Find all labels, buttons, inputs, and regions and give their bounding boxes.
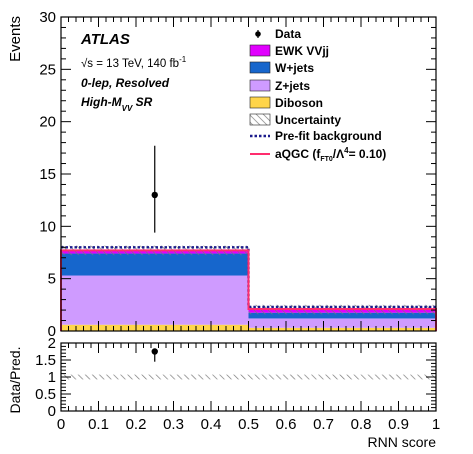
y-tick-label: 15 bbox=[39, 166, 56, 183]
svg-text:Uncertainty: Uncertainty bbox=[275, 113, 341, 127]
legend-swatch-ewk bbox=[249, 44, 271, 57]
main-ticks: 0 5 10 15 20 25 30 bbox=[39, 9, 437, 340]
legend-swatch-zjets bbox=[249, 79, 271, 92]
legend-entry-prefit: Pre-fit background bbox=[250, 129, 382, 143]
x-tick-label: 0.8 bbox=[351, 416, 372, 433]
channel-label: 0-lep, Resolved bbox=[81, 76, 170, 90]
bar-zjets-bin2 bbox=[248, 318, 436, 328]
x-tick-label: 0.3 bbox=[163, 416, 184, 433]
y-axis-label: Events bbox=[7, 16, 24, 62]
svg-text:Diboson: Diboson bbox=[275, 96, 323, 110]
data-point-1 bbox=[151, 145, 158, 233]
main-marks bbox=[60, 145, 437, 331]
y-tick-label: 25 bbox=[39, 61, 56, 78]
legend-entry-aqgc: aQGC (fFT0/Λ4= 0.10) bbox=[250, 146, 386, 163]
bar-wjets-bin1 bbox=[61, 253, 249, 276]
bar-diboson-bin2 bbox=[248, 327, 436, 331]
ratio-uncertainty-band bbox=[61, 374, 436, 380]
ratio-y-axis-label: Data/Pred. bbox=[7, 347, 23, 414]
svg-text:EWK VVjj: EWK VVjj bbox=[275, 44, 329, 58]
svg-text:Data: Data bbox=[275, 27, 301, 41]
bar-zjets-bin1 bbox=[61, 275, 249, 325]
ratio-y-tick-label: 1.5 bbox=[35, 352, 56, 369]
svg-text:Z+jets: Z+jets bbox=[275, 79, 310, 93]
ratio-marks bbox=[61, 348, 436, 380]
y-tick-label: 20 bbox=[39, 114, 56, 131]
x-tick-label: 0.6 bbox=[276, 416, 297, 433]
x-tick-label: 0.7 bbox=[313, 416, 334, 433]
ratio-y-tick-label: 1 bbox=[48, 369, 56, 386]
x-tick-label: 0.2 bbox=[126, 416, 147, 433]
ratio-panel: 00.511.520 0.1 0.2 0.3 0.4 0.5 0.6 0.7 0.8 0.9 1 D… bbox=[7, 335, 440, 450]
ratio-y-tick-label: 0 bbox=[48, 403, 56, 420]
bar-diboson-bin1 bbox=[61, 324, 249, 331]
legend-swatch-uncertainty bbox=[249, 113, 271, 126]
legend-swatch-wjets bbox=[249, 61, 271, 74]
svg-text:aQGC (fFT0/Λ4= 0.10): aQGC (fFT0/Λ4= 0.10) bbox=[275, 146, 386, 163]
legend: Data EWK VVjj W+jets Z+jets Diboson Unce… bbox=[249, 27, 386, 163]
x-tick-label: 0.5 bbox=[238, 416, 259, 433]
x-tick-label: 1 bbox=[432, 416, 440, 433]
energy-lumi-label: √s = 13 TeV, 140 fb-1 bbox=[81, 55, 187, 70]
region-label: High-MVV SR bbox=[81, 95, 153, 113]
x-tick-label: 0.9 bbox=[388, 416, 409, 433]
legend-entry-uncertainty: Uncertainty bbox=[249, 113, 341, 127]
ratio-point-1 bbox=[151, 348, 158, 362]
y-tick-label: 30 bbox=[39, 9, 56, 26]
y-tick-label: 10 bbox=[39, 218, 56, 235]
bar-wjets-bin2 bbox=[248, 312, 436, 319]
main-panel: 0 5 10 15 20 25 30 Events ATLAS √s = 13 TeV, 1… bbox=[7, 9, 437, 340]
legend-entry-data: Data bbox=[255, 27, 301, 41]
svg-text:W+jets: W+jets bbox=[275, 61, 314, 75]
legend-entry-zjets: Z+jets bbox=[249, 79, 310, 93]
legend-entry-wjets: W+jets bbox=[249, 61, 314, 75]
x-tick-label: 0.4 bbox=[201, 416, 222, 433]
y-tick-label: 5 bbox=[48, 271, 56, 288]
legend-swatch-diboson bbox=[249, 96, 271, 109]
ratio-ticks: 00.511.520 0.1 0.2 0.3 0.4 0.5 0.6 0.7 0.8 0.9 1 bbox=[35, 335, 440, 433]
x-axis-label: RNN score bbox=[368, 434, 437, 450]
atlas-label: ATLAS bbox=[80, 31, 130, 48]
legend-entry-ewk: EWK VVjj bbox=[249, 44, 329, 58]
legend-entry-diboson: Diboson bbox=[249, 96, 323, 110]
x-tick-label: 0 bbox=[57, 416, 65, 433]
ratio-y-tick-label: 0.5 bbox=[35, 386, 56, 403]
ratio-y-tick-label: 2 bbox=[48, 335, 56, 352]
y-tick-label: 0 bbox=[48, 323, 56, 340]
x-tick-label: 0.1 bbox=[88, 416, 109, 433]
svg-text:Pre-fit background: Pre-fit background bbox=[275, 129, 382, 143]
